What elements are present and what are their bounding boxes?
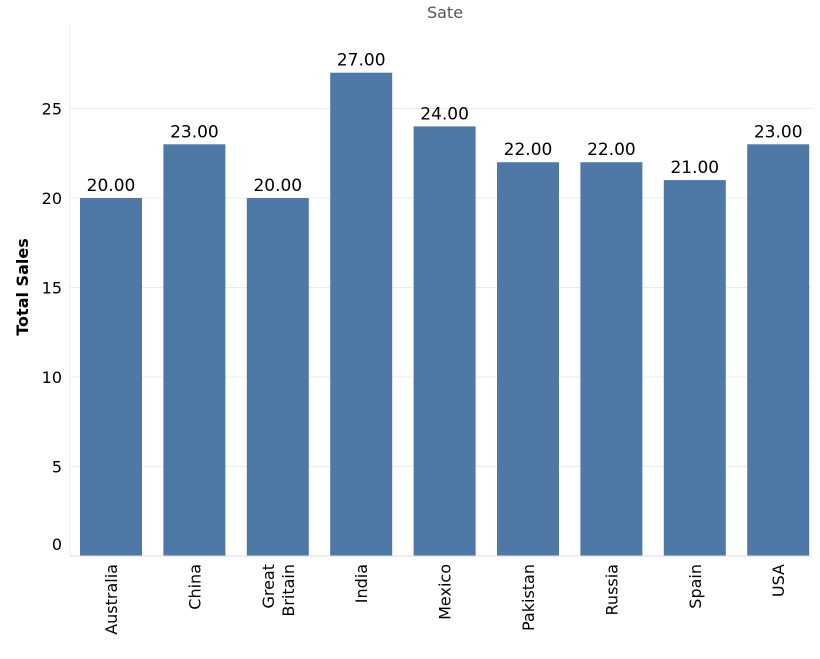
data-label: 27.00 <box>337 51 386 71</box>
y-tick-label: 25 <box>42 100 62 119</box>
y-tick-label: 0 <box>52 535 62 554</box>
x-tick-label: Russia <box>602 564 621 615</box>
y-tick-label: 15 <box>42 279 62 298</box>
y-tick-label: 20 <box>42 189 62 208</box>
bar <box>246 198 309 556</box>
chart-title: Sate <box>427 3 463 22</box>
data-label: 20.00 <box>253 176 302 196</box>
data-label: 24.00 <box>420 104 469 124</box>
y-tick-label: 5 <box>52 458 62 477</box>
bar <box>330 72 393 556</box>
bar <box>497 162 559 556</box>
y-axis-label: Total Sales <box>13 238 32 335</box>
bar <box>413 126 476 557</box>
x-tick-label: China <box>185 564 204 610</box>
y-tick-label: 10 <box>42 368 62 387</box>
y-axis-ticks: 0 5 10 15 20 25 <box>42 100 62 555</box>
x-tick-label: Great <box>259 564 278 609</box>
x-axis-ticks: Australia China Great Britain India Mexico Pak… <box>102 564 788 635</box>
x-tick-label: Britain <box>279 564 298 617</box>
data-label: 20.00 <box>87 176 136 196</box>
x-tick-label: India <box>352 564 371 603</box>
x-tick-label: USA <box>769 564 788 597</box>
data-label: 23.00 <box>754 122 803 142</box>
bar <box>747 144 810 557</box>
bar <box>80 198 142 556</box>
data-label: 22.00 <box>504 140 553 160</box>
bar <box>580 162 643 556</box>
x-tick-label: Spain <box>686 564 705 609</box>
x-tick-label: Pakistan <box>519 564 538 631</box>
data-label: 21.00 <box>670 158 719 178</box>
x-tick-label: Australia <box>102 564 121 635</box>
data-label: 23.00 <box>170 122 219 142</box>
x-tick-label: Mexico <box>436 564 455 620</box>
data-label: 22.00 <box>587 140 636 160</box>
bars <box>80 72 810 557</box>
value-labels: 20.00 23.00 20.00 27.00 24.00 22.00 22.00 21.00… <box>87 51 803 196</box>
bar <box>663 180 726 556</box>
bar <box>163 144 226 557</box>
